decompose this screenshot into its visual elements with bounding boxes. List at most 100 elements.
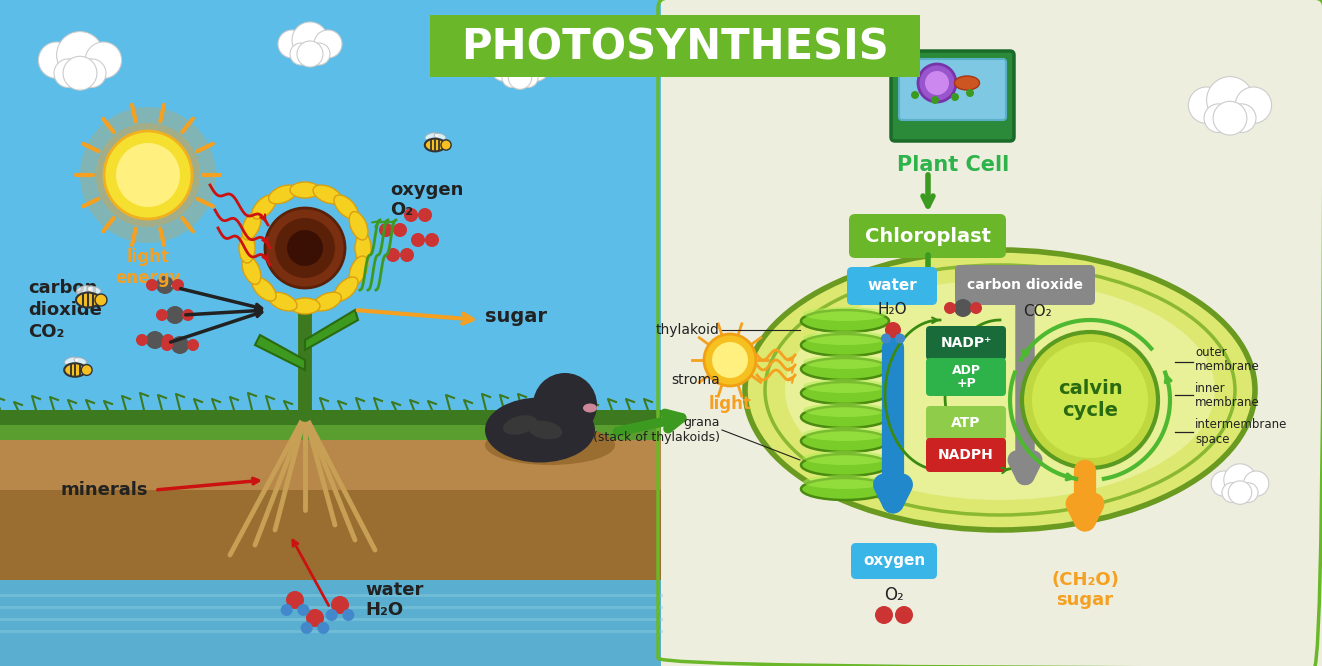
Ellipse shape: [268, 292, 297, 311]
Circle shape: [275, 218, 334, 278]
FancyBboxPatch shape: [849, 214, 1006, 258]
Circle shape: [286, 591, 304, 609]
Circle shape: [300, 622, 312, 634]
Circle shape: [418, 208, 432, 222]
Circle shape: [379, 223, 393, 237]
Bar: [430, 15, 920, 77]
Ellipse shape: [290, 298, 320, 314]
Circle shape: [136, 334, 148, 346]
Circle shape: [308, 43, 330, 65]
Circle shape: [163, 334, 175, 346]
Ellipse shape: [268, 185, 297, 204]
Circle shape: [1222, 483, 1241, 503]
Circle shape: [38, 42, 75, 79]
Ellipse shape: [65, 363, 86, 377]
Ellipse shape: [801, 358, 888, 380]
Bar: [0, 410, 661, 440]
Ellipse shape: [65, 357, 78, 365]
Polygon shape: [305, 310, 358, 350]
Ellipse shape: [253, 277, 276, 301]
Ellipse shape: [801, 406, 888, 428]
Bar: [661, 0, 1322, 666]
Circle shape: [492, 56, 517, 81]
Bar: [0, 430, 661, 590]
Circle shape: [325, 609, 337, 621]
Circle shape: [81, 364, 93, 376]
Circle shape: [1235, 87, 1272, 123]
Ellipse shape: [313, 292, 341, 311]
Circle shape: [167, 306, 184, 324]
Ellipse shape: [424, 139, 446, 151]
Ellipse shape: [802, 331, 887, 345]
Circle shape: [518, 68, 538, 87]
Ellipse shape: [802, 427, 887, 441]
Ellipse shape: [485, 398, 595, 462]
Text: ADP
+P: ADP +P: [952, 364, 981, 390]
Circle shape: [145, 279, 159, 291]
FancyBboxPatch shape: [891, 51, 1014, 141]
Text: sugar: sugar: [485, 306, 547, 326]
Circle shape: [63, 57, 97, 90]
Circle shape: [297, 41, 323, 67]
Polygon shape: [255, 335, 305, 370]
Ellipse shape: [801, 382, 888, 404]
Ellipse shape: [87, 286, 100, 294]
Text: water: water: [867, 278, 917, 294]
Circle shape: [925, 71, 949, 95]
Circle shape: [895, 334, 906, 344]
Ellipse shape: [74, 358, 86, 364]
Circle shape: [97, 123, 200, 227]
Text: Plant Cell: Plant Cell: [896, 155, 1009, 175]
Circle shape: [278, 30, 305, 58]
Circle shape: [182, 309, 194, 321]
Text: outer
membrane: outer membrane: [1195, 346, 1260, 374]
Circle shape: [264, 208, 345, 288]
Ellipse shape: [424, 133, 438, 141]
Ellipse shape: [77, 286, 91, 294]
Ellipse shape: [502, 415, 537, 435]
Circle shape: [884, 322, 902, 338]
Circle shape: [911, 91, 919, 99]
Circle shape: [502, 68, 522, 87]
Ellipse shape: [583, 404, 598, 412]
Circle shape: [1227, 104, 1256, 133]
Circle shape: [705, 334, 756, 386]
Text: thylakoid: thylakoid: [656, 323, 720, 337]
Ellipse shape: [313, 185, 341, 204]
Ellipse shape: [435, 133, 446, 140]
Text: intermembrane
space: intermembrane space: [1195, 418, 1288, 446]
FancyBboxPatch shape: [925, 406, 1006, 440]
Circle shape: [85, 42, 122, 79]
Circle shape: [524, 56, 549, 81]
Circle shape: [533, 373, 598, 437]
Circle shape: [1228, 481, 1252, 504]
Circle shape: [287, 230, 323, 266]
Circle shape: [508, 66, 531, 89]
Circle shape: [186, 339, 200, 351]
Circle shape: [1244, 471, 1269, 496]
Circle shape: [966, 89, 974, 97]
Circle shape: [1211, 471, 1236, 496]
Ellipse shape: [239, 233, 255, 263]
Circle shape: [156, 309, 168, 321]
Ellipse shape: [242, 256, 260, 284]
Ellipse shape: [334, 195, 358, 219]
Text: water
H₂O: water H₂O: [365, 581, 423, 619]
Ellipse shape: [802, 475, 887, 489]
Circle shape: [317, 622, 329, 634]
Ellipse shape: [954, 76, 980, 90]
Bar: [0, 0, 661, 430]
Circle shape: [1204, 104, 1232, 133]
Circle shape: [442, 140, 451, 150]
Ellipse shape: [334, 277, 358, 301]
Circle shape: [401, 248, 414, 262]
Ellipse shape: [242, 212, 260, 240]
Ellipse shape: [349, 212, 368, 240]
Circle shape: [386, 248, 401, 262]
Circle shape: [116, 143, 180, 207]
Ellipse shape: [802, 379, 887, 393]
FancyBboxPatch shape: [954, 265, 1095, 305]
Circle shape: [280, 604, 292, 616]
Circle shape: [917, 64, 956, 102]
Circle shape: [954, 299, 972, 317]
